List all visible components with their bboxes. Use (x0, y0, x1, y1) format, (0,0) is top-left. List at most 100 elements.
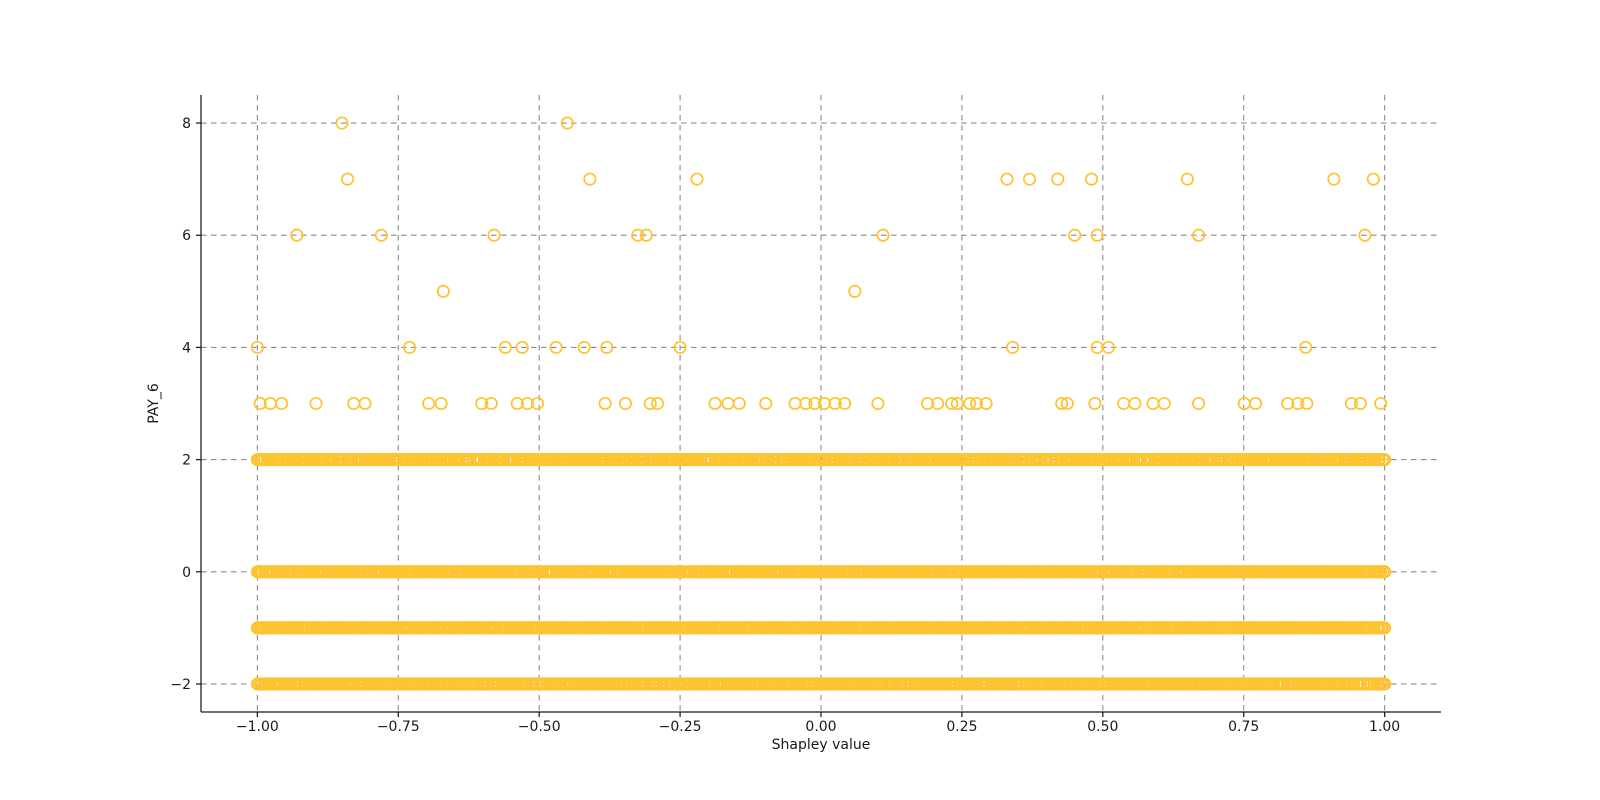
scatter-point (1006, 340, 1020, 354)
x-tick-label: 0.75 (1228, 719, 1259, 735)
scatter-point (484, 396, 498, 411)
scatter-point (1327, 172, 1341, 186)
scatter-point (759, 396, 773, 411)
scatter-point (1090, 228, 1104, 242)
scatter-point (1366, 172, 1380, 186)
dense-band-point (250, 677, 264, 691)
dense-band-point (1019, 453, 1033, 467)
scatter-point (520, 396, 534, 411)
dense-band-point (474, 453, 488, 467)
scatter-point (708, 396, 722, 411)
scatter-point (838, 396, 852, 411)
scatter-point (871, 396, 885, 411)
x-axis-label: Shapley value (772, 737, 871, 753)
y-tick-label: −2 (170, 677, 191, 693)
scatter-point (498, 340, 512, 354)
scatter-point (1068, 228, 1082, 242)
scatter-point (1358, 228, 1372, 242)
scatter-point (583, 172, 597, 186)
scatter-point (945, 396, 959, 411)
scatter-point (1192, 396, 1206, 411)
scatter-point (931, 396, 945, 411)
dense-band-point (1378, 453, 1392, 467)
scatter-point (876, 228, 890, 242)
y-tick-label: 8 (182, 116, 191, 132)
x-tick-label: −0.25 (659, 719, 702, 735)
scatter-point (530, 396, 545, 411)
scatter-point (253, 396, 267, 411)
scatter-point (963, 396, 977, 411)
scatter-point (1051, 172, 1065, 186)
dense-band-point (1372, 453, 1386, 467)
scatter-point (690, 172, 704, 186)
y-tick-label: 0 (182, 565, 191, 581)
scatter-point (1344, 396, 1358, 411)
scatter-point (1249, 396, 1263, 411)
scatter-points (250, 116, 1388, 411)
x-tick-label: 0.25 (946, 719, 977, 735)
x-tick-label: −1.00 (236, 719, 279, 735)
dense-band-point (1378, 677, 1392, 691)
scatter-point (1299, 340, 1313, 354)
scatter-point (650, 396, 665, 411)
scatter-point (335, 116, 349, 130)
x-tick-label: −0.50 (518, 719, 561, 735)
scatter-point (1353, 396, 1367, 411)
dense-band-point (1378, 621, 1392, 635)
scatter-point (673, 340, 687, 354)
scatter-point (631, 228, 645, 242)
dense-band-point (993, 453, 1007, 467)
axes (196, 95, 1441, 717)
scatter-point (1291, 396, 1305, 411)
scatter-point (1000, 172, 1014, 186)
dense-bands (250, 453, 1392, 691)
scatter-point (549, 340, 563, 354)
scatter-point (1180, 172, 1194, 186)
dense-band-point (250, 453, 264, 467)
scatter-point (434, 396, 448, 411)
scatter-point (374, 228, 388, 242)
scatter-point (402, 340, 417, 354)
scatter-point (970, 396, 984, 411)
scatter-point (618, 396, 632, 411)
dense-band-point (250, 621, 264, 635)
scatter-point (340, 172, 355, 186)
scatter-point (639, 228, 653, 242)
y-tick-label: 4 (182, 340, 191, 356)
scatter-point (950, 396, 964, 411)
scatter-point (1192, 228, 1206, 242)
x-tick-label: 0.00 (805, 719, 836, 735)
scatter-point (1128, 396, 1142, 411)
dense-band-point (1378, 565, 1392, 579)
dense-band-point (337, 453, 351, 467)
scatter-point (560, 116, 574, 130)
scatter-point (275, 396, 289, 411)
scatter-point (799, 396, 813, 411)
scatter-point (290, 228, 304, 242)
y-tick-label: 2 (182, 453, 191, 469)
scatter-point (1085, 172, 1099, 186)
scatter-point (475, 396, 489, 411)
scatter-point (309, 396, 323, 411)
dense-band-point (1295, 453, 1309, 467)
dense-band-point (705, 453, 719, 467)
x-tick-label: −0.75 (377, 719, 420, 735)
y-tick-label: 6 (182, 228, 191, 244)
x-tick-label: 1.00 (1369, 719, 1400, 735)
scatter-point (1023, 172, 1037, 186)
scatter-point (422, 396, 436, 411)
scatter-point (808, 396, 822, 411)
y-axis-label: PAY_6 (146, 383, 162, 424)
x-tick-label: 0.50 (1087, 719, 1118, 735)
scatter-point (643, 396, 657, 411)
scatter-point (510, 396, 524, 411)
scatter-point (828, 396, 842, 411)
scatter-point (1300, 396, 1314, 411)
scatter-point (979, 396, 993, 411)
dense-band-point (250, 565, 264, 579)
scatter-point (848, 284, 862, 298)
scatter-point (1088, 396, 1102, 411)
scatter-point (920, 396, 935, 411)
